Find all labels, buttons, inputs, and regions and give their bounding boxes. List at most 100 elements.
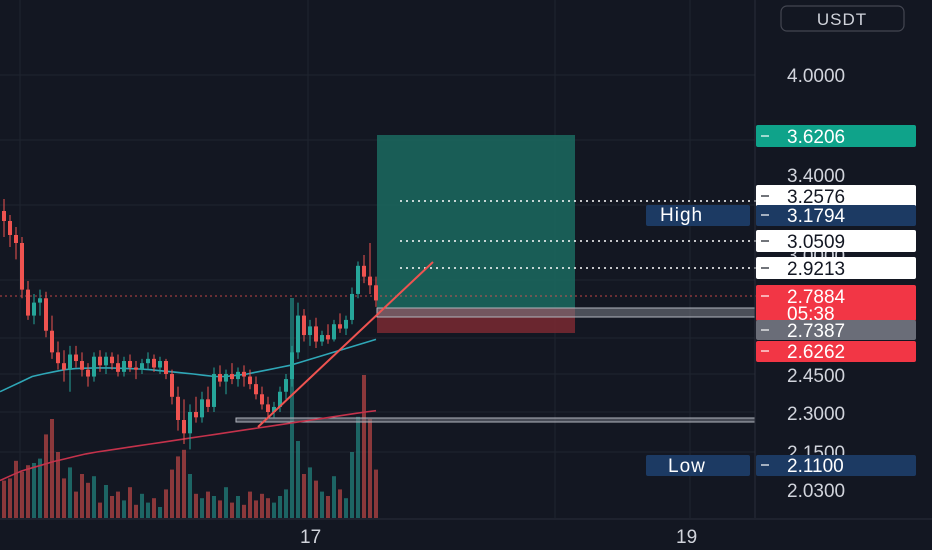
candle-up bbox=[146, 358, 150, 364]
volume-bar bbox=[110, 496, 114, 518]
high-value: 3.1794 bbox=[787, 206, 846, 227]
candle-down bbox=[218, 374, 222, 382]
last-price-label[interactable]: 2.7884 05:38 bbox=[756, 285, 916, 325]
bar-countdown: 05:38 bbox=[787, 304, 835, 325]
volume-bar bbox=[212, 496, 216, 518]
high-tag: High bbox=[660, 205, 703, 226]
volume-bar bbox=[122, 500, 126, 518]
candle-up bbox=[296, 315, 300, 353]
candle-down bbox=[314, 326, 318, 342]
volume-bar bbox=[308, 467, 312, 518]
volume-bar bbox=[134, 504, 138, 518]
currency-button-label[interactable]: USDT bbox=[817, 10, 867, 29]
tp-level-2-label[interactable]: 3.0509 bbox=[756, 230, 916, 253]
volume-bar bbox=[8, 478, 12, 518]
volume-bar bbox=[146, 502, 150, 518]
volume-bar bbox=[314, 480, 318, 518]
volume-bar bbox=[290, 298, 294, 518]
currency-button-frame[interactable] bbox=[780, 5, 905, 32]
price-tick: 3.4000 bbox=[787, 166, 845, 187]
volume-bar bbox=[86, 482, 90, 518]
candle-down bbox=[2, 211, 6, 221]
tp-level-3-label[interactable]: 2.9213 bbox=[756, 257, 916, 280]
target-price-label[interactable]: 3.6206 bbox=[756, 125, 916, 148]
stop-price-value: 2.6262 bbox=[787, 342, 845, 363]
volume-bar bbox=[38, 458, 42, 518]
volume-bar bbox=[206, 491, 210, 518]
candle-down bbox=[242, 371, 246, 377]
low-label[interactable]: Low 2.1100 bbox=[646, 455, 916, 477]
candle-down bbox=[248, 376, 252, 385]
volume-bar bbox=[374, 469, 378, 518]
volume-bar bbox=[296, 441, 300, 518]
label-box bbox=[756, 185, 916, 207]
volume-bar bbox=[368, 419, 372, 518]
candle-down bbox=[128, 361, 132, 368]
candle-up bbox=[236, 371, 240, 380]
volume-bar bbox=[194, 493, 198, 518]
volume-bar bbox=[56, 452, 60, 518]
volume-bar bbox=[158, 507, 162, 518]
volume-bar bbox=[98, 502, 102, 518]
volume-bar bbox=[326, 496, 330, 518]
candle-down bbox=[230, 374, 234, 380]
candle-down bbox=[110, 356, 114, 364]
volume-bar bbox=[182, 449, 186, 518]
entry-bar[interactable] bbox=[376, 307, 756, 318]
candle-up bbox=[212, 374, 216, 407]
volume-bar bbox=[200, 498, 204, 518]
volume-bar bbox=[218, 500, 222, 518]
currency-button[interactable]: USDT bbox=[780, 5, 905, 32]
entry-price-label[interactable]: 2.7387 bbox=[756, 320, 916, 342]
candle-down bbox=[50, 330, 54, 353]
candle-up bbox=[284, 379, 288, 392]
candle-down bbox=[74, 354, 78, 362]
volume-bar bbox=[2, 480, 6, 518]
candle-down bbox=[362, 265, 366, 277]
label-box bbox=[756, 125, 916, 147]
stop-price-label[interactable]: 2.6262 bbox=[756, 341, 916, 363]
time-label: 19 bbox=[676, 527, 697, 548]
trend-line[interactable] bbox=[257, 261, 434, 428]
label-box bbox=[756, 257, 916, 279]
volume-bar bbox=[50, 419, 54, 518]
label-box bbox=[756, 285, 916, 321]
candle-up bbox=[200, 399, 204, 418]
volume-bar bbox=[80, 474, 84, 518]
candle-up bbox=[224, 374, 228, 382]
candle-down bbox=[368, 276, 372, 286]
volume-bar bbox=[128, 487, 132, 518]
volume-bar bbox=[170, 469, 174, 518]
label-box bbox=[756, 205, 916, 226]
candle-down bbox=[338, 324, 342, 329]
volume-bar bbox=[68, 467, 72, 518]
candle-down bbox=[266, 404, 270, 412]
candle-down bbox=[8, 221, 12, 235]
candle-up bbox=[32, 302, 36, 316]
volume-bar bbox=[14, 460, 18, 518]
volume-bar bbox=[188, 474, 192, 518]
candle-down bbox=[374, 285, 378, 301]
candle-down bbox=[302, 315, 306, 336]
candle-down bbox=[26, 289, 30, 316]
time-label: 17 bbox=[300, 527, 321, 548]
volume-bar bbox=[236, 496, 240, 518]
volume-bar bbox=[320, 491, 324, 518]
candle-down bbox=[254, 384, 258, 395]
candle-down bbox=[20, 243, 24, 290]
candle-down bbox=[326, 335, 330, 340]
candle-up bbox=[104, 356, 108, 366]
low-tag: Low bbox=[668, 456, 706, 477]
high-label[interactable]: High 3.1794 bbox=[646, 205, 916, 227]
candle-down bbox=[98, 356, 102, 366]
candle-down bbox=[62, 363, 66, 370]
target-zone[interactable] bbox=[377, 135, 575, 308]
volume-bar bbox=[74, 491, 78, 518]
candle-up bbox=[68, 354, 72, 370]
volume-bar bbox=[284, 489, 288, 518]
price-tick: 2.3000 bbox=[787, 404, 845, 425]
candle-down bbox=[134, 367, 138, 370]
tp-level-1-label[interactable]: 3.2576 bbox=[756, 185, 916, 208]
candle-down bbox=[164, 361, 168, 374]
